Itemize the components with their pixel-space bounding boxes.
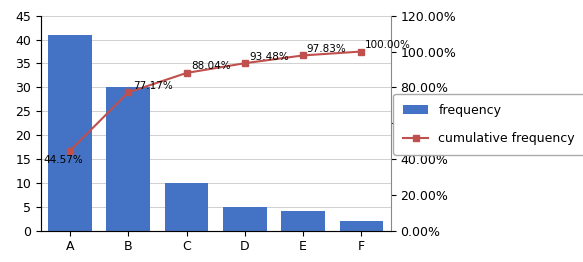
Text: 77.17%: 77.17% [133, 81, 173, 91]
Bar [339, 221, 383, 231]
Bar [164, 183, 209, 231]
Text: 97.83%: 97.83% [306, 44, 346, 54]
Text: 93.48%: 93.48% [250, 52, 289, 62]
Bar [106, 87, 150, 231]
Bar [281, 211, 325, 231]
Text: 44.57%: 44.57% [44, 155, 83, 165]
Text: 100.00%: 100.00% [364, 40, 410, 50]
Bar [48, 35, 92, 231]
Legend: frequency, cumulative frequency: frequency, cumulative frequency [394, 94, 583, 155]
Bar [223, 207, 266, 231]
Text: 88.04%: 88.04% [191, 61, 231, 71]
